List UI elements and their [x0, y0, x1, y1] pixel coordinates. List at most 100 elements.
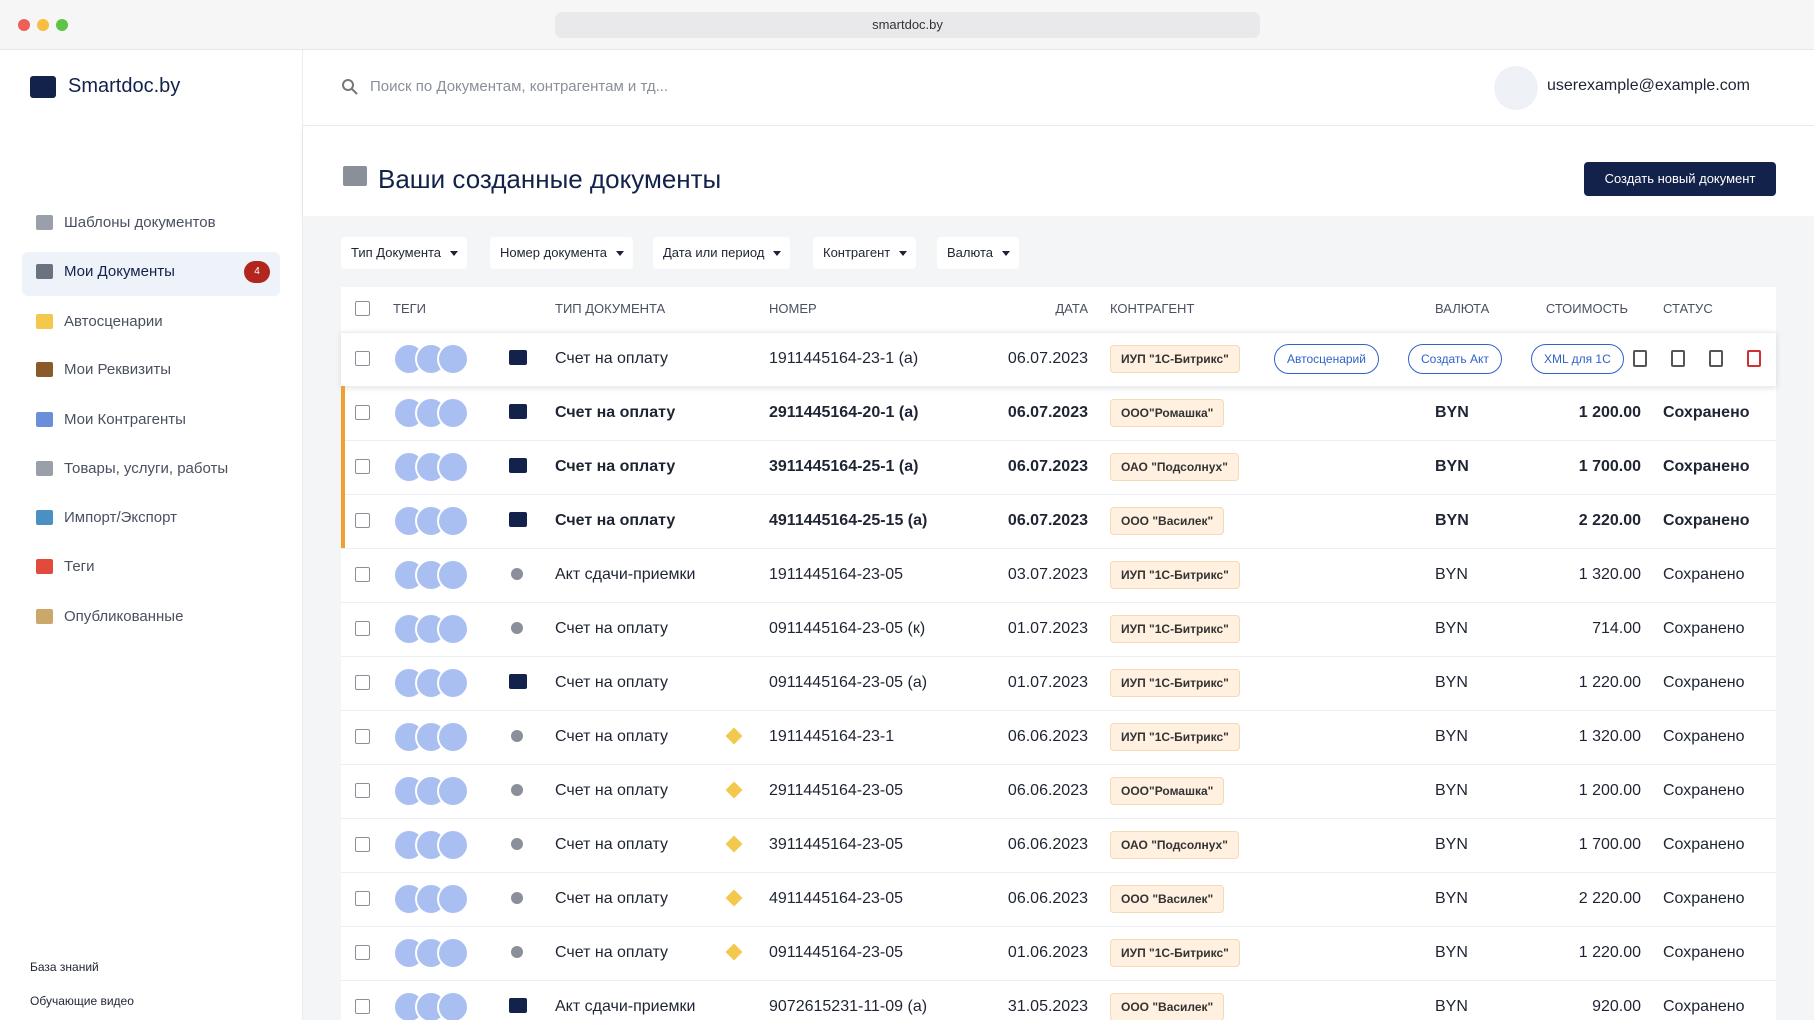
tag-circle	[437, 883, 469, 915]
search-input[interactable]: Поиск по Документам, контрагентам и тд..…	[370, 78, 669, 95]
row-checkbox[interactable]	[355, 729, 370, 744]
nav-item[interactable]: Опубликованные	[64, 608, 184, 625]
row-icon-button[interactable]	[1747, 350, 1761, 367]
counterparty-tag: ИУП "1С-Битрикс"	[1110, 939, 1240, 967]
counterparty-tag: ООО "Василек"	[1110, 507, 1225, 535]
doc-type: Счет на оплату	[555, 890, 668, 907]
user-email[interactable]: userexample@example.com	[1547, 77, 1750, 94]
row-icon-button[interactable]	[1671, 350, 1685, 367]
tag-circle	[437, 397, 469, 429]
row-action-button[interactable]: Создать Акт	[1408, 344, 1502, 374]
column-header: ДАТА	[1055, 301, 1088, 316]
cost: 1 320.00	[1578, 728, 1641, 745]
cost: 1 320.00	[1578, 566, 1641, 583]
row-icon-button[interactable]	[1633, 350, 1647, 367]
header-checkbox[interactable]	[355, 301, 370, 316]
column-header: ТИП ДОКУМЕНТА	[555, 301, 666, 316]
status: Сохранено	[1663, 674, 1745, 691]
row-checkbox[interactable]	[355, 351, 370, 366]
row-checkbox[interactable]	[355, 567, 370, 582]
cost: 1 200.00	[1578, 782, 1641, 799]
currency: BYN	[1435, 782, 1468, 799]
nav-item[interactable]: Мои Документы	[64, 263, 175, 280]
doc-number: 1911445164-23-05	[769, 566, 904, 583]
row-checkbox[interactable]	[355, 405, 370, 420]
nav-item[interactable]: Автосценарии	[64, 313, 163, 330]
minimize-button[interactable]	[37, 19, 49, 31]
currency: BYN	[1435, 728, 1468, 745]
row-checkbox[interactable]	[355, 999, 370, 1014]
filter-dropdown[interactable]: Контрагент	[813, 237, 917, 269]
row-checkbox[interactable]	[355, 459, 370, 474]
doc-icon	[509, 404, 527, 419]
filter-dropdown[interactable]: Тип Документа	[341, 237, 468, 269]
nav-item[interactable]: Шаблоны документов	[64, 214, 216, 231]
row-action-button[interactable]: XML для 1С	[1531, 344, 1624, 374]
table-row[interactable]	[341, 602, 1776, 657]
doc-number: 0911445164-23-05 (к)	[769, 620, 926, 637]
row-checkbox[interactable]	[355, 513, 370, 528]
table-row[interactable]	[341, 494, 1776, 549]
filter-dropdown[interactable]: Номер документа	[490, 237, 634, 269]
table-row[interactable]	[341, 656, 1776, 711]
filter-dropdown[interactable]: Дата или период	[653, 237, 791, 269]
nav-item[interactable]: Товары, услуги, работы	[64, 460, 229, 477]
doc-date: 06.07.2023	[1007, 404, 1088, 421]
currency: BYN	[1435, 674, 1468, 691]
avatar[interactable]	[1494, 66, 1538, 110]
tag-circle	[437, 343, 469, 375]
browser-toolbar: smartdoc.by	[0, 0, 1814, 50]
row-action-button[interactable]: Автосценарий	[1274, 344, 1379, 374]
doc-type: Счет на оплату	[555, 674, 668, 691]
filter-dropdown[interactable]: Валюта	[937, 237, 1019, 269]
doc-date: 03.07.2023	[1007, 566, 1088, 583]
address-bar[interactable]: smartdoc.by	[555, 12, 1260, 38]
user-icon	[511, 784, 523, 796]
nav-item[interactable]: Импорт/Экспорт	[64, 509, 177, 526]
table-row[interactable]	[341, 764, 1776, 819]
nav-item[interactable]: Мои Реквизиты	[64, 361, 172, 378]
table-row[interactable]	[341, 710, 1776, 765]
doc-date: 01.07.2023	[1007, 674, 1088, 691]
cost: 2 220.00	[1578, 890, 1641, 907]
column-header[interactable]: СТОИМОСТЬ	[1545, 301, 1628, 316]
nav-item[interactable]: Мои Контрагенты	[64, 411, 186, 428]
counterparty-tag: ИУП "1С-Битрикс"	[1110, 561, 1240, 589]
folder-icon	[343, 166, 367, 186]
row-checkbox[interactable]	[355, 621, 370, 636]
table-row[interactable]	[341, 548, 1776, 603]
zoom-button[interactable]	[56, 19, 68, 31]
row-icon-button[interactable]	[1709, 350, 1723, 367]
table-row[interactable]	[341, 386, 1776, 441]
footer-link[interactable]: Обучающие видео	[30, 994, 134, 1008]
row-checkbox[interactable]	[355, 891, 370, 906]
table-row[interactable]	[341, 818, 1776, 873]
status: Сохранено	[1663, 458, 1750, 475]
nav-item[interactable]: Теги	[64, 558, 95, 575]
row-highlight	[341, 494, 345, 548]
currency: BYN	[1435, 404, 1469, 421]
doc-type: Счет на оплату	[555, 404, 676, 421]
doc-type: Счет на оплату	[555, 458, 676, 475]
counterparty-tag: ООО "Василек"	[1110, 993, 1225, 1020]
table-row[interactable]	[341, 980, 1776, 1020]
counterparty-tag: ООО "Василек"	[1110, 885, 1225, 913]
brand-name: Smartdoc.by	[68, 75, 181, 97]
tag-circle	[437, 721, 469, 753]
table-row[interactable]	[341, 926, 1776, 981]
doc-icon	[509, 674, 527, 689]
table-row[interactable]	[341, 872, 1776, 927]
create-document-button[interactable]: Создать новый документ	[1584, 162, 1776, 196]
row-checkbox[interactable]	[355, 675, 370, 690]
row-checkbox[interactable]	[355, 837, 370, 852]
row-checkbox[interactable]	[355, 783, 370, 798]
row-checkbox[interactable]	[355, 945, 370, 960]
page-title: Ваши созданные документы	[378, 164, 722, 194]
cost: 1 700.00	[1578, 836, 1641, 853]
counterparty-tag: ИУП "1С-Битрикс"	[1110, 345, 1240, 373]
close-button[interactable]	[18, 19, 30, 31]
footer-link[interactable]: База знаний	[30, 960, 99, 974]
cost: 1 220.00	[1578, 674, 1641, 691]
doc-date: 06.06.2023	[1007, 836, 1088, 853]
table-row[interactable]	[341, 440, 1776, 495]
